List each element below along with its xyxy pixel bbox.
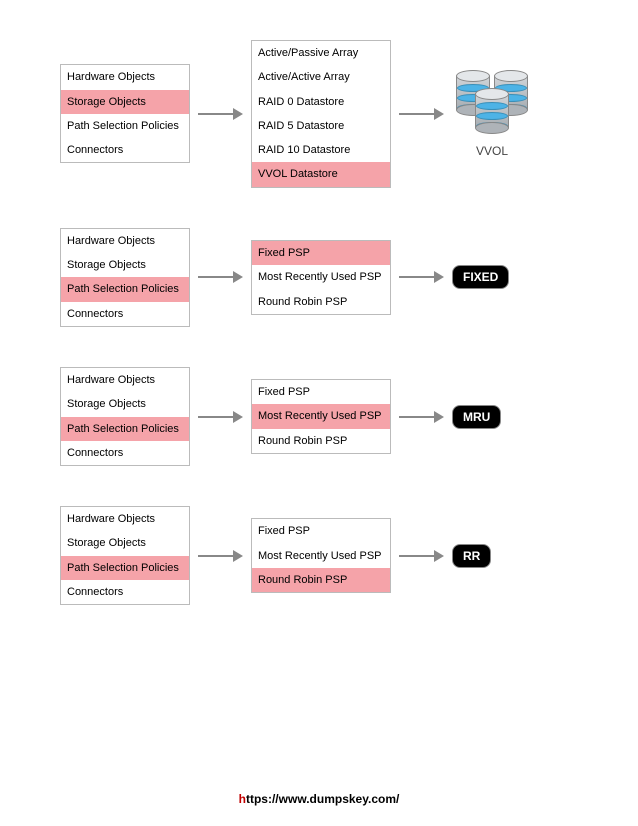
arrow-icon bbox=[399, 107, 444, 121]
option-item[interactable]: Fixed PSP bbox=[252, 380, 390, 404]
option-item[interactable]: Active/Passive Array bbox=[252, 41, 390, 65]
category-item[interactable]: Path Selection Policies bbox=[61, 277, 189, 301]
option-list: Fixed PSPMost Recently Used PSPRound Rob… bbox=[251, 518, 391, 593]
result-badge: MRU bbox=[452, 405, 501, 429]
arrow-icon bbox=[399, 410, 444, 424]
option-item[interactable]: Round Robin PSP bbox=[252, 429, 390, 453]
option-list: Active/Passive ArrayActive/Active ArrayR… bbox=[251, 40, 391, 188]
option-item[interactable]: Fixed PSP bbox=[252, 241, 390, 265]
option-item[interactable]: Most Recently Used PSP bbox=[252, 265, 390, 289]
vvol-result: VVOL bbox=[452, 70, 532, 158]
option-item[interactable]: Active/Active Array bbox=[252, 65, 390, 89]
arrow-icon bbox=[399, 270, 444, 284]
category-item[interactable]: Storage Objects bbox=[61, 392, 189, 416]
category-item[interactable]: Path Selection Policies bbox=[61, 114, 189, 138]
option-item[interactable]: Round Robin PSP bbox=[252, 568, 390, 592]
option-item[interactable]: RAID 5 Datastore bbox=[252, 114, 390, 138]
category-item[interactable]: Connectors bbox=[61, 441, 189, 465]
option-item[interactable]: Most Recently Used PSP bbox=[252, 404, 390, 428]
arrow-icon bbox=[198, 410, 243, 424]
category-list: Hardware ObjectsStorage ObjectsPath Sele… bbox=[60, 506, 190, 605]
option-item[interactable]: Most Recently Used PSP bbox=[252, 544, 390, 568]
category-item[interactable]: Storage Objects bbox=[61, 531, 189, 555]
diagram-row: Hardware ObjectsStorage ObjectsPath Sele… bbox=[60, 506, 608, 605]
category-item[interactable]: Storage Objects bbox=[61, 90, 189, 114]
arrow-icon bbox=[198, 549, 243, 563]
arrow-icon bbox=[198, 107, 243, 121]
option-item[interactable]: RAID 0 Datastore bbox=[252, 90, 390, 114]
category-item[interactable]: Path Selection Policies bbox=[61, 556, 189, 580]
result-badge: RR bbox=[452, 544, 491, 568]
category-list: Hardware ObjectsStorage ObjectsPath Sele… bbox=[60, 367, 190, 466]
vvol-label: VVOL bbox=[476, 144, 508, 158]
category-item[interactable]: Hardware Objects bbox=[61, 65, 189, 89]
category-item[interactable]: Connectors bbox=[61, 302, 189, 326]
result-badge: FIXED bbox=[452, 265, 509, 289]
diagram-row: Hardware ObjectsStorage ObjectsPath Sele… bbox=[60, 228, 608, 327]
category-item[interactable]: Storage Objects bbox=[61, 253, 189, 277]
category-item[interactable]: Path Selection Policies bbox=[61, 417, 189, 441]
option-list: Fixed PSPMost Recently Used PSPRound Rob… bbox=[251, 240, 391, 315]
option-item[interactable]: VVOL Datastore bbox=[252, 162, 390, 186]
category-list: Hardware ObjectsStorage ObjectsPath Sele… bbox=[60, 228, 190, 327]
category-list: Hardware ObjectsStorage ObjectsPath Sele… bbox=[60, 64, 190, 163]
category-item[interactable]: Hardware Objects bbox=[61, 229, 189, 253]
option-list: Fixed PSPMost Recently Used PSPRound Rob… bbox=[251, 379, 391, 454]
footer-url: https://www.dumpskey.com/ bbox=[0, 792, 638, 806]
category-item[interactable]: Hardware Objects bbox=[61, 507, 189, 531]
option-item[interactable]: Fixed PSP bbox=[252, 519, 390, 543]
diagram-row: Hardware ObjectsStorage ObjectsPath Sele… bbox=[60, 367, 608, 466]
arrow-icon bbox=[399, 549, 444, 563]
arrow-icon bbox=[198, 270, 243, 284]
database-cluster-icon bbox=[452, 70, 532, 140]
option-item[interactable]: RAID 10 Datastore bbox=[252, 138, 390, 162]
diagram-row: Hardware ObjectsStorage ObjectsPath Sele… bbox=[60, 40, 608, 188]
category-item[interactable]: Hardware Objects bbox=[61, 368, 189, 392]
category-item[interactable]: Connectors bbox=[61, 138, 189, 162]
footer-prefix: h bbox=[239, 792, 246, 806]
footer-rest: ttps://www.dumpskey.com/ bbox=[246, 792, 399, 806]
option-item[interactable]: Round Robin PSP bbox=[252, 290, 390, 314]
category-item[interactable]: Connectors bbox=[61, 580, 189, 604]
